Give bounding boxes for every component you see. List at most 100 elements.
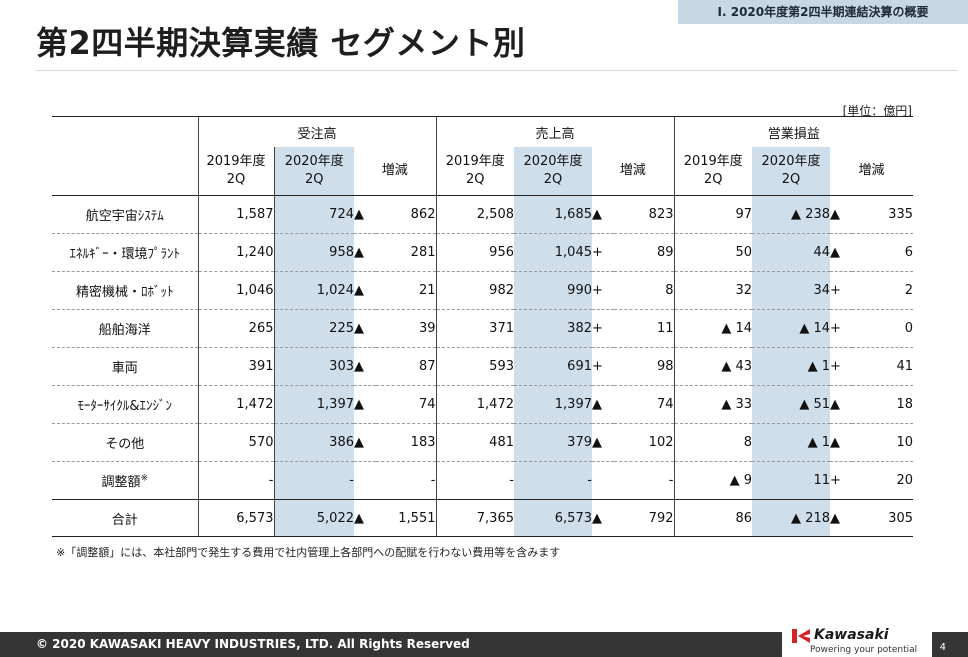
corner-cell-2	[52, 147, 198, 196]
segment-label: 調整額	[101, 475, 141, 490]
sales-prev-value: -	[435, 461, 514, 500]
unit-label: [単位：億円]	[842, 104, 912, 118]
table-row: ﾓｰﾀｰｻｲｸﾙ&ｴﾝｼﾞﾝ 1,472 1,397 ▲ 74 1,472 1,397 ▲ 74…	[52, 385, 913, 424]
orders-change-value: 74	[376, 385, 436, 424]
orders-current-value: 1,397	[273, 385, 354, 424]
profit-prev-value: 8	[673, 423, 752, 462]
orders-current-value: 303	[273, 347, 354, 386]
sales-prev-value: 593	[435, 347, 514, 386]
segment-label: 船舶海洋	[98, 323, 151, 338]
sales-change-sign: ▲	[592, 423, 614, 462]
segment-label: ｴﾈﾙｷﾞｰ・環境ﾌﾟﾗﾝﾄ	[69, 247, 180, 262]
orders-change-sign: ▲	[354, 233, 376, 272]
group-sales: 売上高	[435, 116, 674, 147]
title-divider	[36, 70, 958, 71]
orders-current-value: 225	[273, 309, 354, 348]
page-title: 第2四半期決算実績 セグメント別	[36, 24, 526, 62]
orders-current-value: 1,024	[273, 271, 354, 310]
sales-current-value: 990	[514, 271, 592, 310]
profit-change-value: 2	[852, 271, 913, 310]
profit-change-sign: ▲	[830, 233, 852, 272]
orders-prev-value: 570	[197, 423, 274, 462]
col-prev-orders: 2019年度 2Q	[197, 147, 274, 196]
profit-change-value: 305	[852, 499, 913, 537]
footnote: ※「調整額」には、本社部門で発生する費用で社内管理上各部門への配賦を行わない費用…	[56, 546, 561, 559]
profit-change-value: 18	[852, 385, 913, 424]
col-curr-profit: 2020年度 2Q	[752, 147, 830, 196]
logo-wordmark: Kawasaki	[814, 627, 889, 643]
profit-prev-value: 97	[673, 195, 752, 234]
table-row: 航空宇宙ｼｽﾃﾑ 1,587 724 ▲ 862 2,508 1,685 ▲ 823 97 ▲ 23…	[52, 195, 913, 234]
profit-prev-value: 86	[673, 499, 752, 537]
sales-prev-value: 1,472	[435, 385, 514, 424]
orders-current-value: 386	[273, 423, 354, 462]
kawasaki-river-mark-icon	[792, 629, 810, 643]
sales-change-sign	[592, 461, 614, 500]
profit-change-value: 10	[852, 423, 913, 462]
col-curr-orders: 2020年度 2Q	[273, 147, 354, 196]
profit-change-sign: +	[830, 309, 852, 348]
col-prev-sales: 2019年度 2Q	[435, 147, 514, 196]
segment-name: その他	[52, 423, 198, 462]
profit-change-value: 6	[852, 233, 913, 272]
table-row: 船舶海洋 265 225 ▲ 39 371 382 +11 ▲ 14 ▲ 14 +0	[52, 309, 913, 348]
table-row: その他 570 386 ▲ 183 481 379 ▲ 102 8 ▲ 1 ▲ 10	[52, 423, 913, 462]
orders-change-sign: ▲	[354, 309, 376, 348]
segment-name: 車両	[52, 347, 198, 386]
orders-change-value: 862	[376, 195, 436, 234]
orders-prev-value: 391	[197, 347, 274, 386]
orders-prev-value: -	[197, 461, 274, 500]
orders-prev-value: 1,046	[197, 271, 274, 310]
sales-current-value: 379	[514, 423, 592, 462]
orders-change-value: -	[376, 461, 436, 500]
profit-current-value: ▲ 218	[752, 499, 830, 537]
profit-current-value: 34	[752, 271, 830, 310]
sales-change-sign: +	[592, 347, 614, 386]
profit-change-sign: ▲	[830, 385, 852, 424]
orders-change-sign: ▲	[354, 195, 376, 234]
sales-prev-value: 371	[435, 309, 514, 348]
segment-label: 車両	[111, 361, 138, 376]
col-diff-sales: 増減	[592, 147, 674, 196]
col-diff-orders: 増減	[354, 147, 436, 196]
group-profit: 営業損益	[673, 116, 913, 147]
profit-change-value: 20	[852, 461, 913, 500]
sales-current-value: 6,573	[514, 499, 592, 537]
orders-change-value: 281	[376, 233, 436, 272]
segment-label: その他	[105, 437, 145, 452]
profit-change-value: 0	[852, 309, 913, 348]
orders-change-value: 39	[376, 309, 436, 348]
logo-tagline: Powering your potential	[810, 645, 918, 655]
sales-change-sign: ▲	[592, 499, 614, 537]
orders-current-value: -	[273, 461, 354, 500]
segment-name: 調整額※	[52, 461, 198, 500]
profit-current-value: 11	[752, 461, 830, 500]
table-row: ｴﾈﾙｷﾞｰ・環境ﾌﾟﾗﾝﾄ 1,240 958 ▲ 281 956 1,045 +89 50 4…	[52, 233, 913, 272]
segment-name: 航空宇宙ｼｽﾃﾑ	[52, 195, 198, 234]
sales-prev-value: 7,365	[435, 499, 514, 537]
orders-change-value: 21	[376, 271, 436, 310]
sales-change-value: 89	[614, 233, 674, 272]
sales-prev-value: 982	[435, 271, 514, 310]
segment-table: 受注高 売上高 営業損益 2019年度 2Q 2020年度 2Q 増減 2019年度…	[52, 116, 913, 537]
orders-prev-value: 1,240	[197, 233, 274, 272]
sales-change-value: 11	[614, 309, 674, 348]
group-orders: 受注高	[197, 116, 436, 147]
table-row: 調整額※ - - - - - - ▲ 9 11 +20	[52, 461, 913, 500]
segment-name: ｴﾈﾙｷﾞｰ・環境ﾌﾟﾗﾝﾄ	[52, 233, 198, 272]
sales-change-sign: +	[592, 271, 614, 310]
sales-change-sign: ▲	[592, 385, 614, 424]
segment-label: ﾓｰﾀｰｻｲｸﾙ&ｴﾝｼﾞﾝ	[77, 399, 173, 414]
sales-change-value: 98	[614, 347, 674, 386]
segment-name: ﾓｰﾀｰｻｲｸﾙ&ｴﾝｼﾞﾝ	[52, 385, 198, 424]
segment-label: 合計	[111, 512, 138, 528]
sales-change-sign: ▲	[592, 195, 614, 234]
orders-current-value: 724	[273, 195, 354, 234]
page-number: 4	[939, 642, 946, 653]
sales-current-value: 1,685	[514, 195, 592, 234]
sales-change-sign: +	[592, 233, 614, 272]
sales-change-value: 792	[614, 499, 674, 537]
sales-current-value: -	[514, 461, 592, 500]
profit-change-value: 41	[852, 347, 913, 386]
profit-prev-value: ▲ 43	[673, 347, 752, 386]
